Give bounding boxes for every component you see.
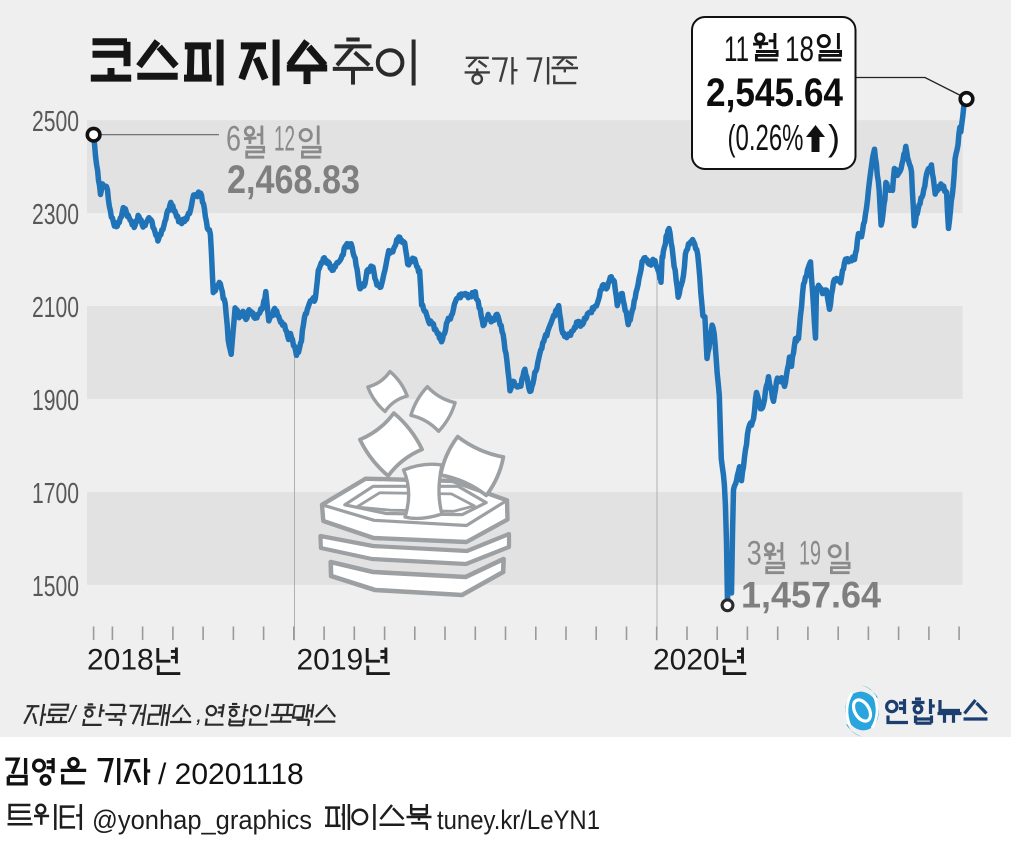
svg-text:3: 3: [747, 535, 762, 573]
svg-text:2018: 2018: [87, 644, 154, 677]
svg-text:2300: 2300: [32, 199, 79, 231]
svg-text:2019: 2019: [297, 644, 364, 677]
svg-text:2,468.83: 2,468.83: [227, 158, 360, 202]
svg-text:18: 18: [785, 30, 814, 69]
svg-text:(0.26%: (0.26%: [728, 117, 804, 158]
svg-text:1700: 1700: [32, 478, 79, 510]
svg-text:2100: 2100: [32, 292, 79, 324]
svg-text:2020: 2020: [653, 644, 720, 677]
svg-text:2500: 2500: [32, 106, 79, 138]
svg-text:/ 20201118: / 20201118: [158, 758, 304, 791]
svg-text:,: ,: [196, 701, 202, 727]
svg-text:19: 19: [799, 535, 821, 573]
svg-text:): ): [828, 117, 840, 158]
svg-text:12: 12: [274, 120, 295, 159]
svg-text:1500: 1500: [32, 571, 79, 603]
svg-text:/: /: [67, 701, 78, 727]
svg-text:1900: 1900: [32, 385, 79, 417]
svg-text:11: 11: [724, 30, 749, 69]
svg-text:6: 6: [226, 120, 241, 159]
svg-text:@yonhap_graphics: @yonhap_graphics: [92, 805, 312, 835]
svg-text:tuney.kr/LeYN1: tuney.kr/LeYN1: [437, 805, 600, 835]
svg-text:1,457.64: 1,457.64: [741, 575, 881, 616]
svg-text:2,545.64: 2,545.64: [706, 71, 844, 115]
